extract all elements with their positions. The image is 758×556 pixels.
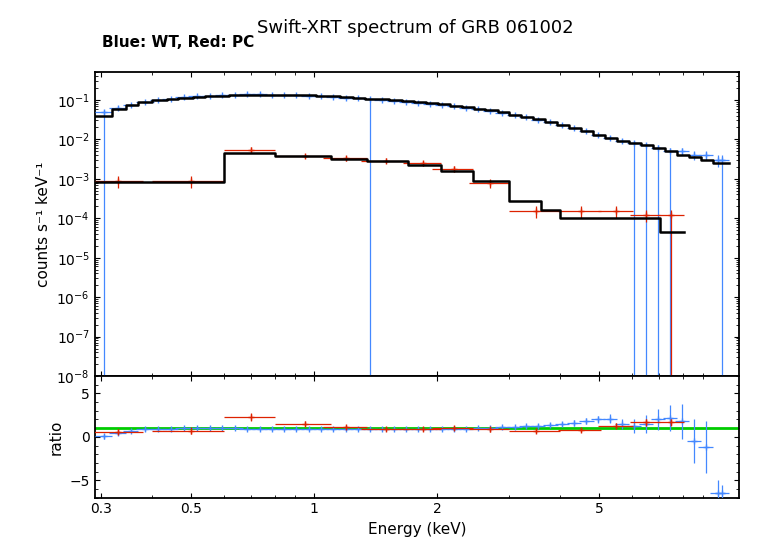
Y-axis label: counts s⁻¹ keV⁻¹: counts s⁻¹ keV⁻¹ — [36, 161, 51, 287]
Y-axis label: ratio: ratio — [49, 419, 64, 455]
X-axis label: Energy (keV): Energy (keV) — [368, 522, 466, 537]
Text: Blue: WT, Red: PC: Blue: WT, Red: PC — [102, 35, 255, 50]
Text: Swift-XRT spectrum of GRB 061002: Swift-XRT spectrum of GRB 061002 — [257, 19, 574, 37]
